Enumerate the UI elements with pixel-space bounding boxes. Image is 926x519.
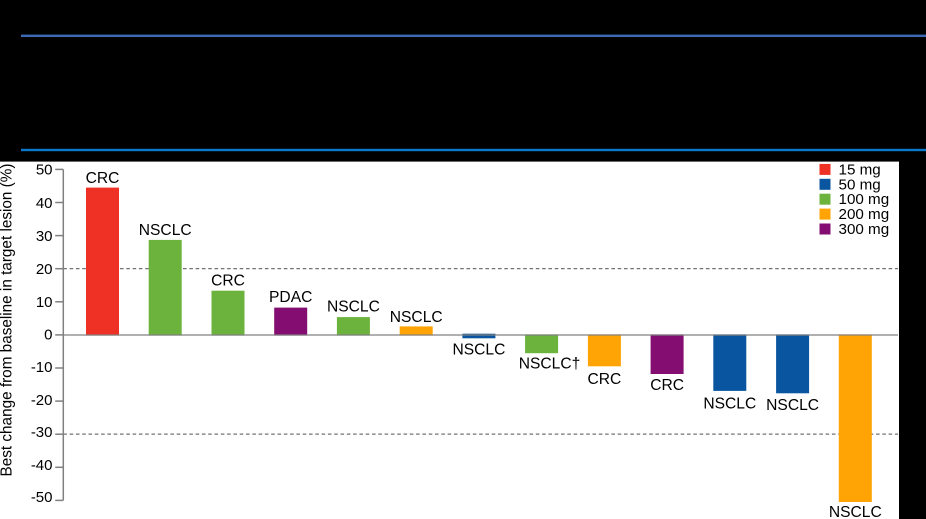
svg-text:NSCLC: NSCLC — [703, 395, 756, 412]
svg-text:NSCLC: NSCLC — [390, 309, 443, 326]
svg-text:NSCLC: NSCLC — [452, 341, 505, 358]
svg-text:50: 50 — [36, 162, 53, 179]
svg-text:NSCLC: NSCLC — [327, 299, 380, 316]
svg-text:NSCLC: NSCLC — [829, 504, 882, 519]
svg-text:CRC: CRC — [211, 273, 245, 290]
svg-text:-30: -30 — [31, 424, 53, 441]
svg-text:30: 30 — [36, 228, 53, 245]
svg-text:-10: -10 — [31, 359, 53, 376]
svg-text:200 mg: 200 mg — [839, 206, 890, 223]
svg-text:100 mg: 100 mg — [839, 191, 890, 208]
svg-text:0: 0 — [44, 326, 52, 343]
svg-text:NSCLC: NSCLC — [139, 222, 192, 239]
svg-text:-40: -40 — [31, 457, 53, 474]
svg-text:-50: -50 — [31, 489, 53, 506]
svg-text:300 mg: 300 mg — [839, 221, 890, 238]
svg-text:50 mg: 50 mg — [839, 176, 881, 193]
svg-text:20: 20 — [36, 261, 53, 278]
svg-text:-20: -20 — [31, 392, 53, 409]
svg-text:NSCLC: NSCLC — [766, 397, 819, 414]
svg-text:15 mg: 15 mg — [839, 161, 881, 178]
svg-text:Best change from baseline in t: Best change from baseline in target lesi… — [0, 164, 16, 477]
svg-text:CRC: CRC — [650, 377, 684, 394]
svg-text:PDAC: PDAC — [269, 289, 312, 306]
svg-text:NSCLC†: NSCLC† — [519, 356, 581, 373]
svg-text:CRC: CRC — [86, 170, 120, 187]
svg-text:10: 10 — [36, 294, 53, 311]
svg-text:40: 40 — [36, 195, 53, 212]
svg-text:CRC: CRC — [588, 371, 622, 388]
